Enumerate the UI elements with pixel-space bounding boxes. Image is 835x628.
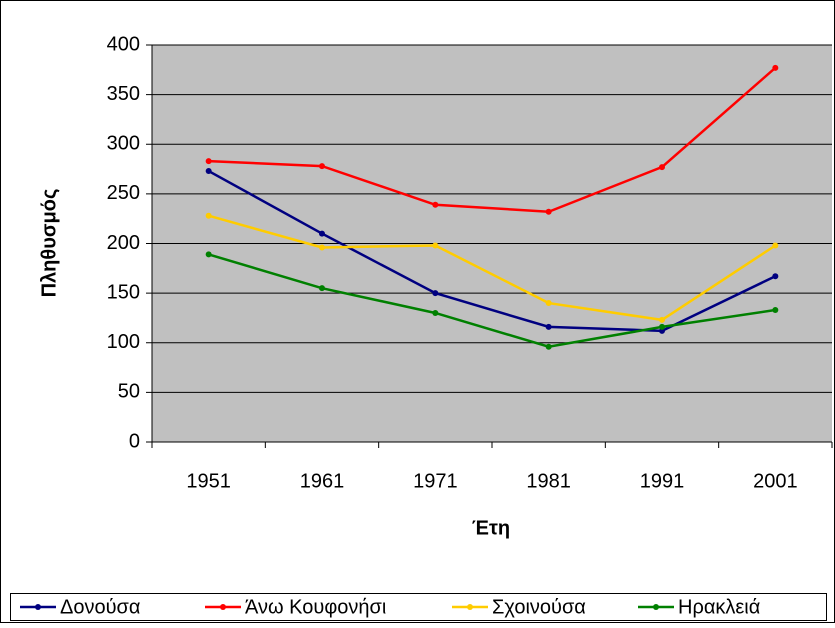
point [545,343,552,350]
point [205,212,212,219]
legend-label: Ηρακλειά [678,596,760,618]
y-tick-label: 150 [107,281,140,303]
legend-marker [653,604,659,610]
series-line [208,169,776,333]
point [432,309,439,316]
x-tick-label: 1951 [186,470,231,492]
x-tick-label: 2001 [753,470,798,492]
point [772,306,779,313]
point [659,316,665,323]
legend-label: Άνω Κουφονήσι [245,596,386,618]
y-tick-label: 50 [118,381,140,403]
point [319,244,325,251]
point [772,64,779,71]
y-tick-label: 400 [107,33,140,55]
point [772,273,779,280]
x-tick-label: 1971 [413,470,458,492]
y-tick-label: 350 [107,83,140,105]
y-tick-label: 300 [107,133,140,155]
point [205,158,212,165]
legend-label: Σχοινούσα [492,596,586,618]
point [319,230,325,237]
x-axis-title: Έτη [472,517,510,539]
point [432,242,439,249]
y-tick-label: 200 [107,232,140,254]
point [545,300,552,307]
point [772,242,779,249]
point [319,163,325,170]
y-tick-label: 0 [129,430,140,452]
point [545,208,552,215]
point [432,201,439,208]
series-line [208,66,777,214]
x-tick-label: 1961 [300,470,345,492]
x-tick-label: 1991 [640,470,685,492]
legend-marker [467,604,473,610]
point [205,251,212,258]
legend-marker [220,604,226,610]
point [545,323,552,330]
legend-label: Δονούσα [60,596,140,618]
y-axis-title: Πληθυσμός [38,189,60,298]
point [205,168,212,175]
legend-box [10,593,827,621]
series-line [208,253,776,349]
point [659,164,665,171]
series-line [208,214,777,322]
legend-marker [35,604,41,610]
x-tick-label: 1981 [526,470,571,492]
y-tick-label: 250 [107,182,140,204]
y-tick-label: 100 [107,331,140,353]
point [319,285,325,292]
point [432,290,439,297]
point [659,323,665,330]
